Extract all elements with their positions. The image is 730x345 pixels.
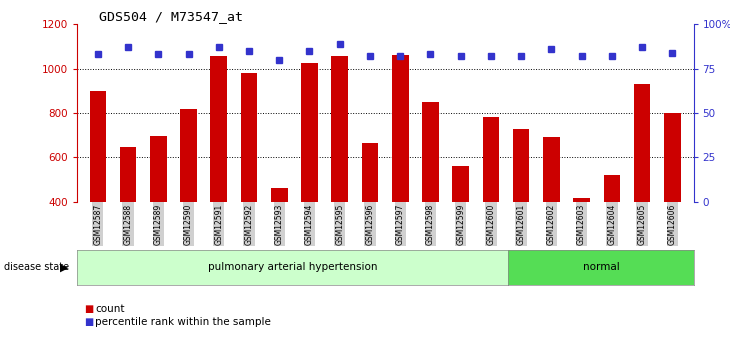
Text: GSM12604: GSM12604 xyxy=(607,204,616,245)
Bar xyxy=(513,129,529,202)
Bar xyxy=(664,113,680,202)
Bar xyxy=(90,91,106,202)
Bar xyxy=(573,198,590,202)
Text: GDS504 / M73547_at: GDS504 / M73547_at xyxy=(99,10,242,23)
Text: GSM12601: GSM12601 xyxy=(517,204,526,245)
Bar xyxy=(453,166,469,202)
Bar xyxy=(120,147,137,202)
Text: GSM12606: GSM12606 xyxy=(668,204,677,245)
Text: GSM12595: GSM12595 xyxy=(335,204,345,245)
Text: GSM12588: GSM12588 xyxy=(123,204,133,245)
Text: GSM12587: GSM12587 xyxy=(93,204,102,245)
Text: GSM12599: GSM12599 xyxy=(456,204,465,245)
Text: GSM12589: GSM12589 xyxy=(154,204,163,245)
Text: GSM12593: GSM12593 xyxy=(274,204,284,245)
Bar xyxy=(483,117,499,202)
Text: percentile rank within the sample: percentile rank within the sample xyxy=(95,317,271,326)
Text: pulmonary arterial hypertension: pulmonary arterial hypertension xyxy=(208,263,377,272)
Text: GSM12590: GSM12590 xyxy=(184,204,193,245)
Text: GSM12592: GSM12592 xyxy=(245,204,253,245)
Bar xyxy=(604,175,620,202)
Text: GSM12600: GSM12600 xyxy=(486,204,496,245)
Bar xyxy=(301,63,318,202)
Text: disease state: disease state xyxy=(4,263,69,272)
Text: GSM12594: GSM12594 xyxy=(305,204,314,245)
Bar xyxy=(331,56,348,202)
Text: ■: ■ xyxy=(84,304,93,314)
Text: GSM12598: GSM12598 xyxy=(426,204,435,245)
Text: count: count xyxy=(95,304,124,314)
Text: ■: ■ xyxy=(84,317,93,326)
Bar xyxy=(543,137,560,202)
Text: GSM12596: GSM12596 xyxy=(366,204,374,245)
Text: GSM12597: GSM12597 xyxy=(396,204,404,245)
Text: ▶: ▶ xyxy=(60,263,69,272)
Bar xyxy=(150,136,166,202)
Text: GSM12605: GSM12605 xyxy=(637,204,647,245)
Bar xyxy=(210,56,227,202)
Bar xyxy=(271,188,288,202)
Bar xyxy=(422,102,439,202)
Bar xyxy=(392,55,409,202)
Text: GSM12602: GSM12602 xyxy=(547,204,556,245)
Bar xyxy=(180,109,197,202)
Bar xyxy=(361,143,378,202)
Text: GSM12603: GSM12603 xyxy=(577,204,586,245)
Text: GSM12591: GSM12591 xyxy=(215,204,223,245)
Text: normal: normal xyxy=(583,263,619,272)
Bar xyxy=(241,73,257,202)
Bar xyxy=(634,84,650,202)
